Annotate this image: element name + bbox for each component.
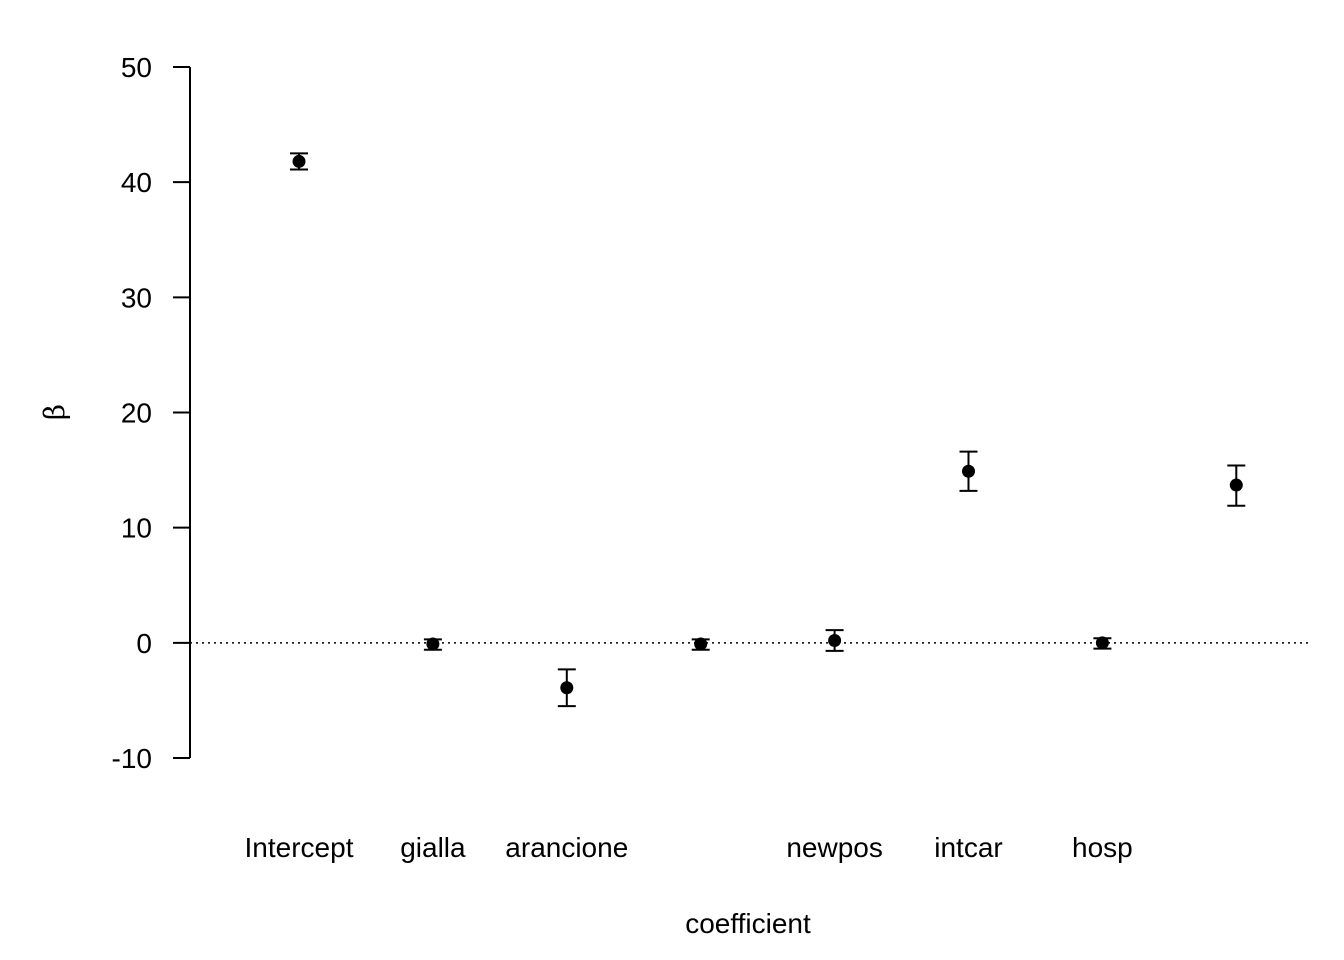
category-label: intcar <box>934 832 1002 863</box>
estimate-point <box>560 681 574 695</box>
estimate-point <box>426 637 440 651</box>
coefficient-mark <box>290 152 308 171</box>
x-axis-title: coefficient <box>685 908 811 939</box>
coefficient-mark <box>691 637 710 651</box>
y-tick-label: 40 <box>121 167 152 198</box>
category-labels: Intercept gialla arancione newpos intcar hosp <box>245 832 1133 863</box>
category-label: gialla <box>400 832 466 863</box>
estimate-point <box>694 637 708 651</box>
coefficient-mark <box>557 668 576 708</box>
estimate-point <box>828 634 842 648</box>
category-label: newpos <box>786 832 883 863</box>
coefficient-mark <box>423 637 442 651</box>
y-tick-label: 10 <box>121 513 152 544</box>
category-label: Intercept <box>245 832 354 863</box>
category-label: arancione <box>505 832 628 863</box>
coefficient-mark <box>959 450 978 492</box>
coefficient-mark <box>1227 464 1246 507</box>
estimate-point <box>1095 636 1109 650</box>
coefficient-marks <box>290 152 1246 708</box>
category-label: hosp <box>1072 832 1133 863</box>
coefficient-mark <box>1093 636 1112 650</box>
y-tick-label: 50 <box>121 52 152 83</box>
y-tick-label: 0 <box>136 628 152 659</box>
y-axis-title: β <box>38 404 71 420</box>
estimate-point <box>1229 478 1243 492</box>
estimate-point <box>962 464 975 478</box>
y-tick-label: 30 <box>121 282 152 313</box>
estimate-point <box>292 154 306 168</box>
y-tick-label: -10 <box>112 743 152 774</box>
y-axis: -10 0 10 20 30 40 50 <box>112 52 191 774</box>
y-tick-label: 20 <box>121 398 152 429</box>
coefficient-mark <box>825 629 844 652</box>
